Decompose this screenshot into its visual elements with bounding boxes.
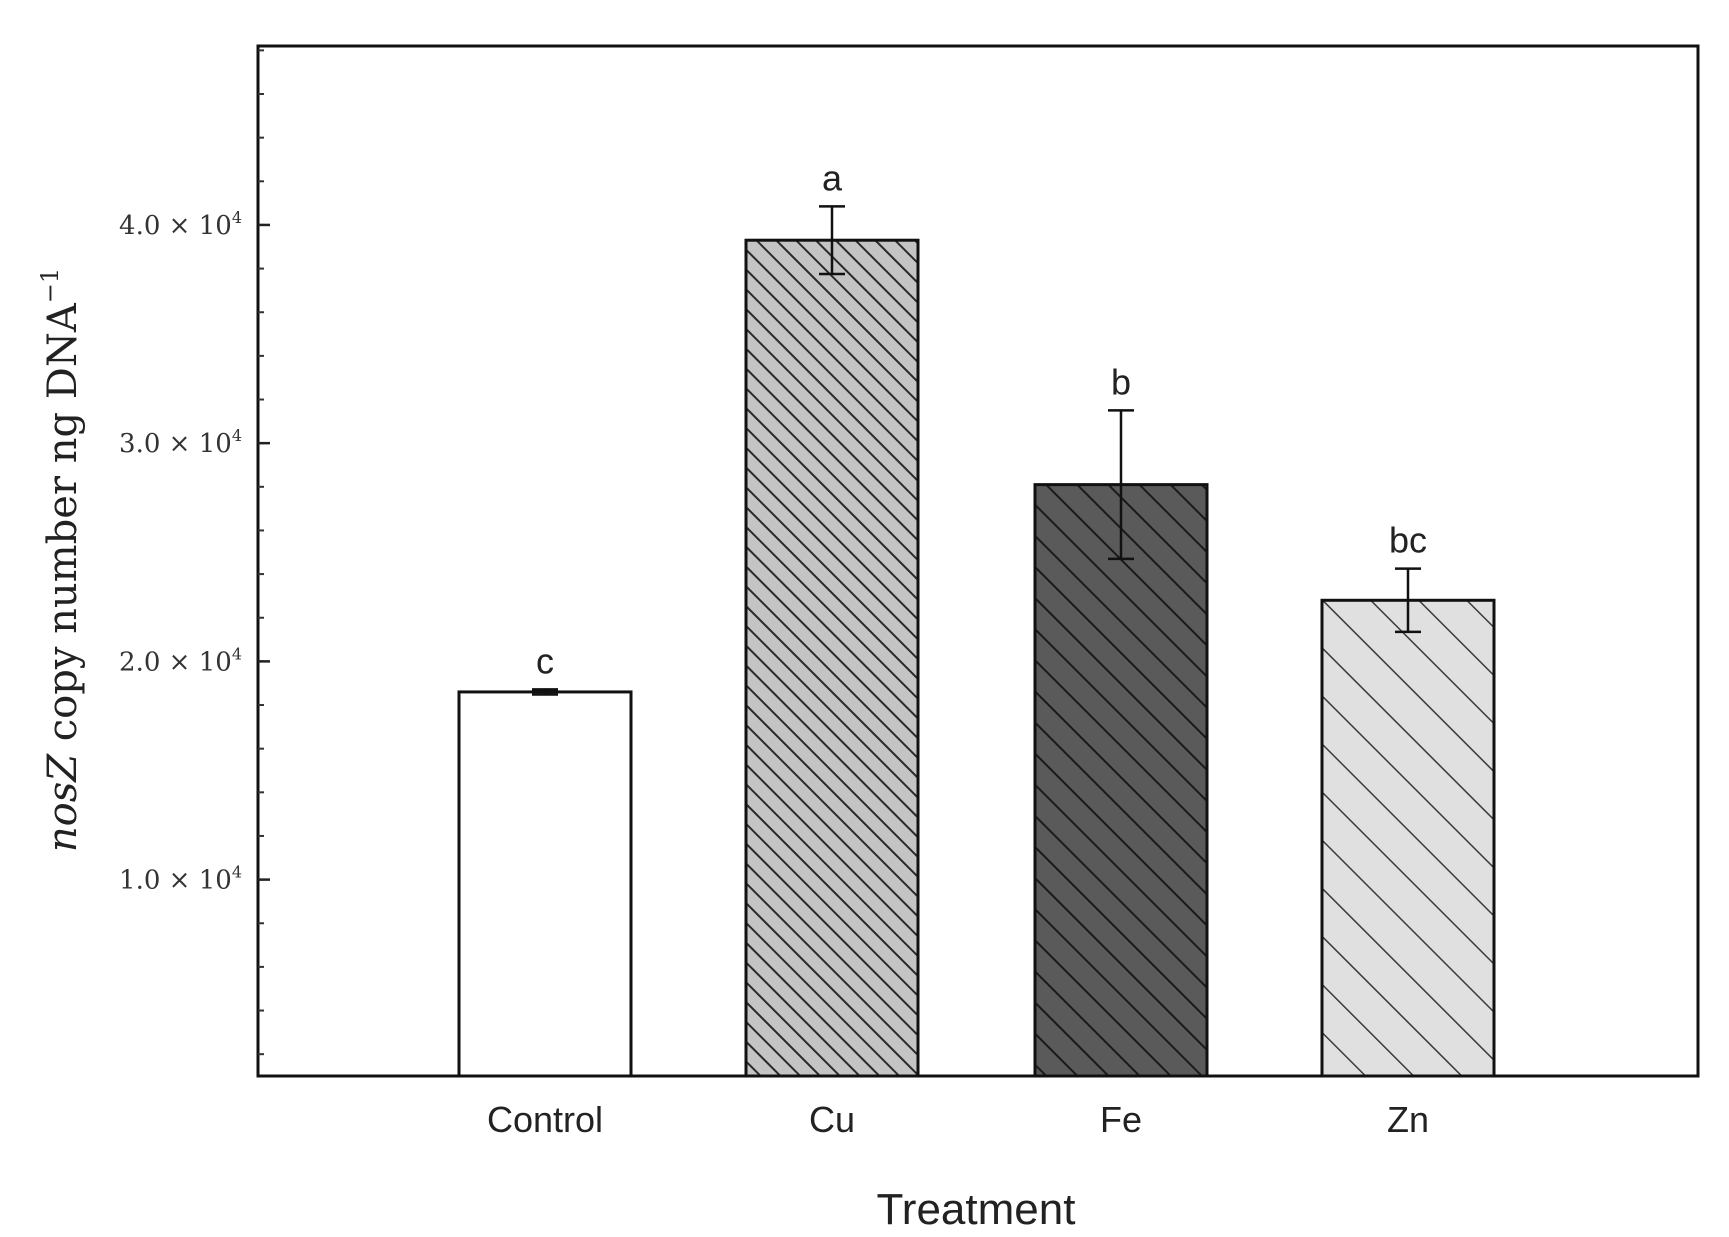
y-axis-title-exponent: −1 bbox=[36, 268, 64, 303]
y-tick-times: × bbox=[160, 429, 198, 459]
y-tick-mantissa: 1.0 bbox=[119, 866, 160, 896]
significance-cu: a bbox=[822, 157, 843, 198]
y-tick-exponent: 4 bbox=[232, 208, 242, 227]
x-tick-label-control: Control bbox=[487, 1099, 603, 1140]
significance-zn: bc bbox=[1389, 520, 1427, 561]
bars-group bbox=[457, 238, 1496, 1078]
bar-fe bbox=[1033, 483, 1209, 1078]
bar-zn bbox=[1320, 598, 1496, 1078]
y-tick-times: × bbox=[160, 211, 198, 241]
y-tick-base: 10 bbox=[199, 647, 232, 677]
y-tick-times: × bbox=[160, 647, 198, 677]
significance-fe: b bbox=[1111, 361, 1131, 402]
y-tick-times: × bbox=[160, 866, 198, 896]
y-tick-mantissa: 2.0 bbox=[119, 647, 160, 677]
x-tick-labels: Control Cu Fe Zn bbox=[487, 1099, 1429, 1140]
significance-control: c bbox=[536, 640, 554, 681]
y-tick-exponent: 4 bbox=[232, 644, 242, 663]
y-tick-label: 3.0 × 104 bbox=[119, 426, 242, 459]
x-tick-label-cu: Cu bbox=[809, 1099, 855, 1140]
y-tick-label: 4.0 × 104 bbox=[119, 208, 242, 241]
y-tick-label: 2.0 × 104 bbox=[119, 644, 242, 677]
x-axis-title: Treatment bbox=[877, 1185, 1076, 1234]
bar-control bbox=[457, 690, 633, 1078]
x-tick-label-zn: Zn bbox=[1387, 1099, 1429, 1140]
plot-frame bbox=[256, 44, 1700, 1078]
y-axis-title-gene: nosZ bbox=[40, 753, 86, 852]
y-axis-title-unit: copy number ng DNA bbox=[40, 302, 86, 754]
y-tick-mantissa: 4.0 bbox=[119, 211, 160, 241]
significance-labels: c a b bc bbox=[536, 157, 1427, 681]
x-tick-label-fe: Fe bbox=[1100, 1099, 1142, 1140]
y-tick-mantissa: 3.0 bbox=[119, 429, 160, 459]
y-tick-exponent: 4 bbox=[232, 426, 242, 445]
bar-cu bbox=[744, 238, 920, 1078]
y-tick-exponent: 4 bbox=[232, 863, 242, 882]
y-tick-base: 10 bbox=[199, 429, 232, 459]
y-axis-title: nosZ copy number ng DNA−1 bbox=[36, 268, 86, 852]
y-tick-base: 10 bbox=[199, 211, 232, 241]
y-tick-label: 1.0 × 104 bbox=[119, 863, 242, 896]
y-tick-base: 10 bbox=[199, 866, 232, 896]
error-bars-group bbox=[532, 205, 1421, 696]
